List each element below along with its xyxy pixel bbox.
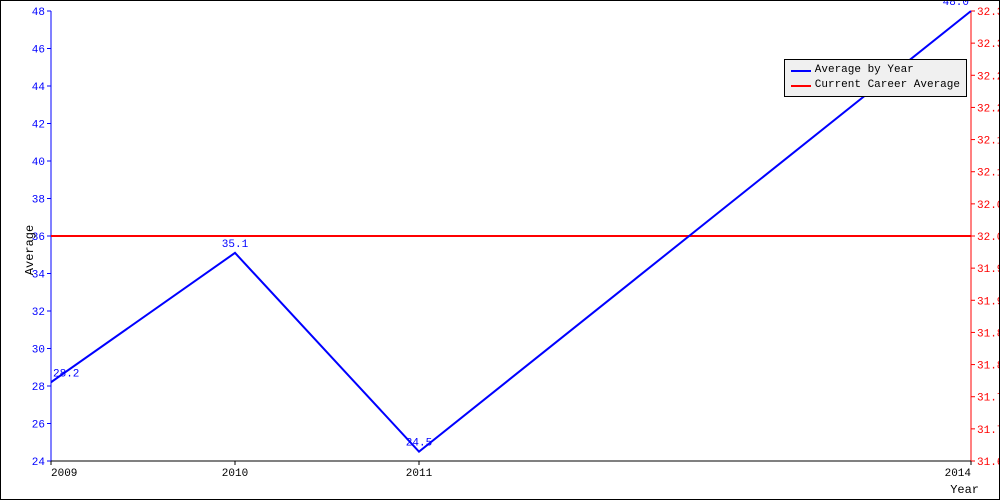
svg-text:32.35: 32.35 bbox=[977, 7, 999, 19]
svg-text:32.05: 32.05 bbox=[977, 200, 999, 212]
svg-text:48.0: 48.0 bbox=[943, 1, 969, 9]
svg-text:31.70: 31.70 bbox=[977, 425, 999, 437]
svg-text:42: 42 bbox=[32, 120, 45, 132]
legend-label-career: Current Career Average bbox=[815, 78, 960, 93]
x-axis-label: Year bbox=[950, 483, 979, 497]
svg-text:32.15: 32.15 bbox=[977, 136, 999, 148]
svg-text:32.00: 32.00 bbox=[977, 232, 999, 244]
svg-text:31.75: 31.75 bbox=[977, 393, 999, 405]
legend-item-year: Average by Year bbox=[791, 63, 960, 78]
svg-text:32.25: 32.25 bbox=[977, 71, 999, 83]
svg-text:35.1: 35.1 bbox=[222, 239, 249, 251]
svg-text:32.30: 32.30 bbox=[977, 39, 999, 51]
svg-text:46: 46 bbox=[32, 45, 45, 57]
svg-text:24.5: 24.5 bbox=[406, 438, 432, 450]
svg-text:2010: 2010 bbox=[222, 468, 248, 480]
svg-text:40: 40 bbox=[32, 157, 45, 169]
svg-text:38: 38 bbox=[32, 195, 45, 207]
legend-swatch-career bbox=[791, 85, 811, 87]
legend-item-career: Current Career Average bbox=[791, 78, 960, 93]
svg-text:2011: 2011 bbox=[406, 468, 433, 480]
svg-text:48: 48 bbox=[32, 7, 45, 19]
svg-text:32: 32 bbox=[32, 307, 45, 319]
svg-text:24: 24 bbox=[32, 457, 46, 469]
svg-text:32.10: 32.10 bbox=[977, 168, 999, 180]
svg-text:31.65: 31.65 bbox=[977, 457, 999, 469]
legend-swatch-year bbox=[791, 70, 811, 72]
svg-text:28.2: 28.2 bbox=[53, 368, 79, 380]
svg-text:31.80: 31.80 bbox=[977, 361, 999, 373]
svg-text:28: 28 bbox=[32, 382, 45, 394]
svg-text:32.20: 32.20 bbox=[977, 103, 999, 115]
svg-text:31.95: 31.95 bbox=[977, 264, 999, 276]
svg-text:26: 26 bbox=[32, 420, 45, 432]
svg-text:31.90: 31.90 bbox=[977, 296, 999, 308]
chart-container: 2426283032343638404244464831.6531.7031.7… bbox=[0, 0, 1000, 500]
svg-text:31.85: 31.85 bbox=[977, 328, 999, 340]
svg-text:2014: 2014 bbox=[945, 468, 972, 480]
svg-text:30: 30 bbox=[32, 345, 45, 357]
svg-text:2009: 2009 bbox=[51, 468, 77, 480]
svg-text:44: 44 bbox=[32, 82, 46, 94]
y-axis-label: Average bbox=[23, 225, 37, 275]
legend-label-year: Average by Year bbox=[815, 63, 914, 78]
legend: Average by Year Current Career Average bbox=[784, 59, 967, 97]
